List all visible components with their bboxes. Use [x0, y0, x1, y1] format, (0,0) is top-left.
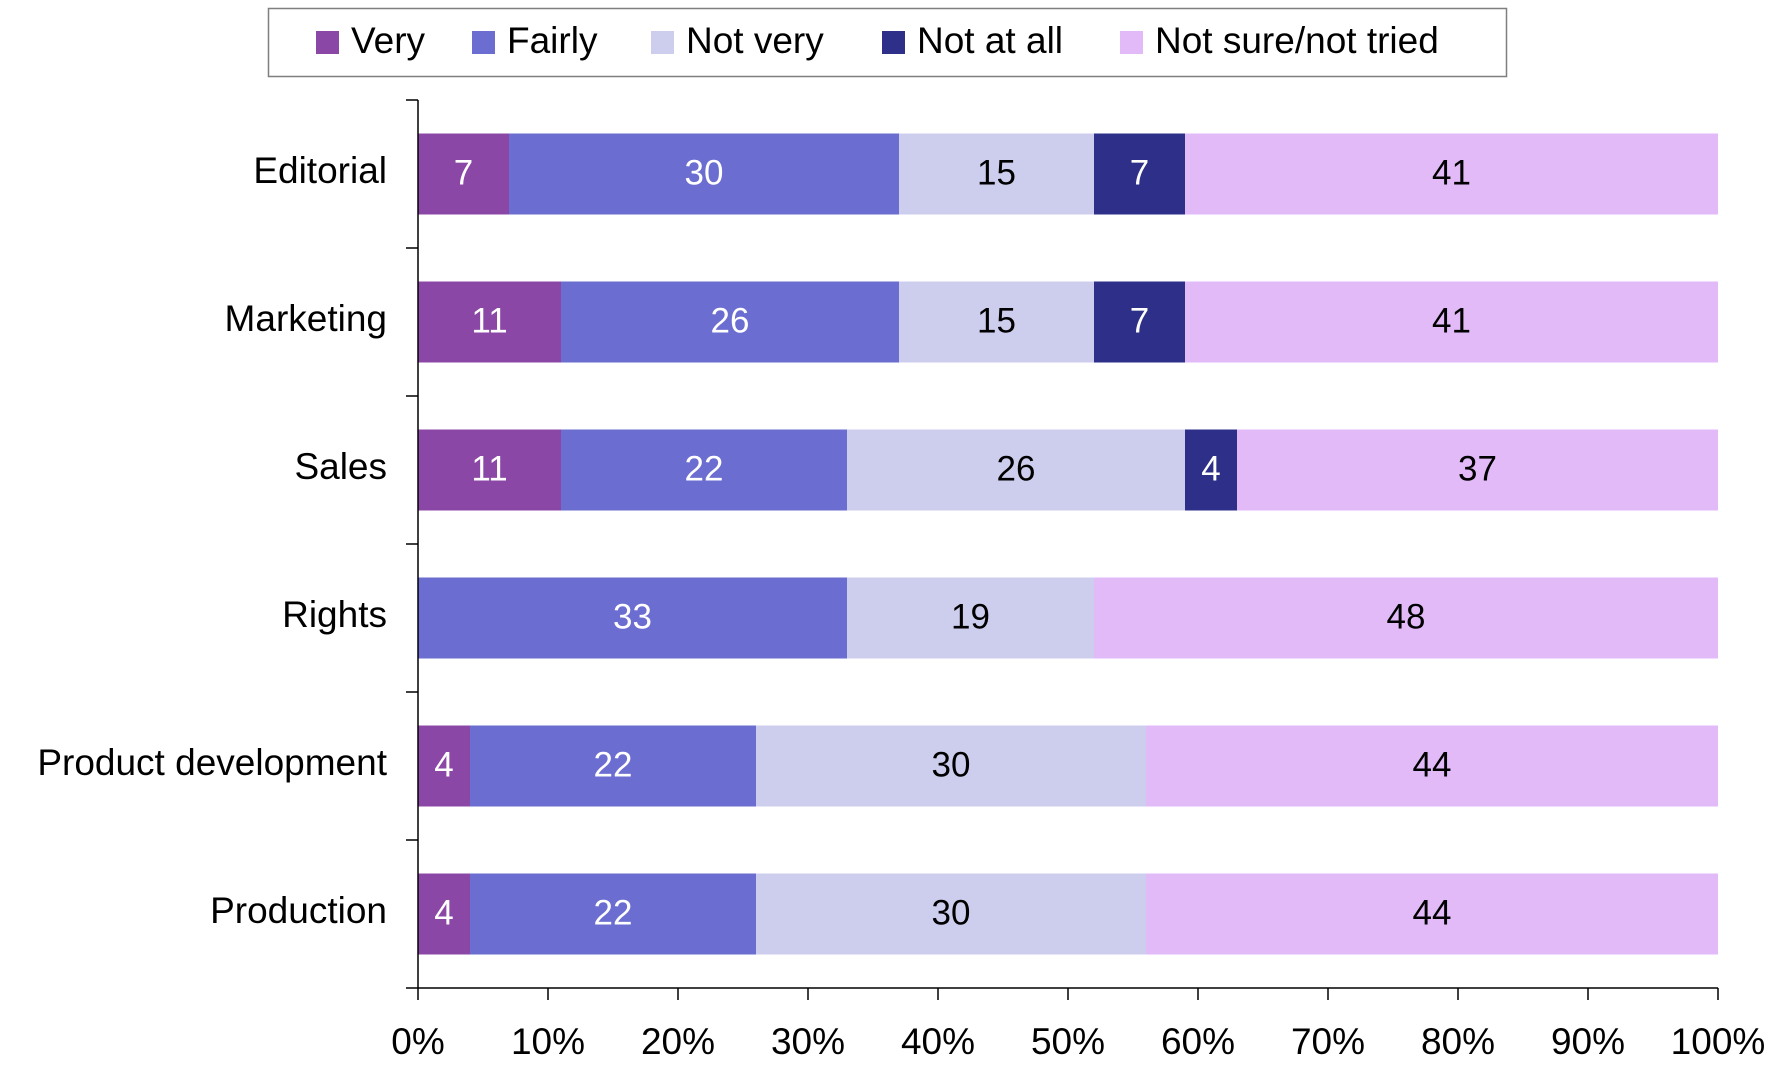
data-label-editorial-not-at-all: 7: [1130, 153, 1149, 192]
data-label-product-development-not-sure-not-tried: 44: [1413, 745, 1452, 784]
axes: Editorial Marketing Sales Rights Product dev…: [37, 99, 1766, 1062]
data-label-editorial-very: 7: [454, 153, 473, 192]
data-label-production-not-sure-not-tried: 44: [1413, 893, 1452, 932]
legend-label-fairly: Fairly: [507, 20, 598, 61]
bar-segment-production-fairly: [470, 873, 756, 955]
x-tick-label-30: 30%: [771, 1021, 845, 1062]
data-label-marketing-not-sure-not-tried: 41: [1432, 301, 1471, 340]
legend-swatch-very: [316, 31, 339, 54]
bar-segment-marketing-not-at-all: [1094, 281, 1185, 363]
data-label-sales-very: 11: [471, 449, 507, 488]
bar-segment-product-development-very: [418, 725, 470, 807]
x-tick-label-10: 10%: [511, 1021, 585, 1062]
data-label-sales-not-very: 26: [997, 449, 1036, 488]
bar-segment-rights-not-sure-not-tried: [1094, 577, 1718, 659]
legend-swatch-not-sure-not-tried: [1120, 31, 1143, 54]
bar-segment-marketing-fairly: [561, 281, 899, 363]
legend-label-very: Very: [351, 20, 426, 61]
data-label-product-development-fairly: 22: [594, 745, 633, 784]
bar-segment-marketing-not-very: [899, 281, 1094, 363]
data-label-production-not-very: 30: [932, 893, 971, 932]
bar-segment-editorial-not-very: [899, 133, 1094, 215]
x-tick-label-80: 80%: [1421, 1021, 1495, 1062]
category-label-marketing: Marketing: [225, 298, 387, 339]
bar-segment-production-very: [418, 873, 470, 955]
bar-segment-editorial-not-at-all: [1094, 133, 1185, 215]
bar-segment-marketing-very: [418, 281, 561, 363]
x-tick-label-70: 70%: [1291, 1021, 1365, 1062]
data-label-production-fairly: 22: [594, 893, 633, 932]
bar-segment-rights-fairly: [418, 577, 847, 659]
bar-segment-rights-not-very: [847, 577, 1094, 659]
bar-segment-marketing-not-sure-not-tried: [1185, 281, 1718, 363]
bar-segment-sales-not-very: [847, 429, 1185, 511]
x-tick-label-90: 90%: [1551, 1021, 1625, 1062]
data-label-marketing-very: 11: [471, 301, 507, 340]
bar-segment-editorial-very: [418, 133, 509, 215]
data-label-product-development-very: 4: [434, 745, 453, 784]
category-label-production: Production: [210, 890, 387, 931]
data-label-rights-fairly: 33: [613, 597, 652, 636]
bar-segment-production-not-sure-not-tried: [1146, 873, 1718, 955]
x-tick-label-40: 40%: [901, 1021, 975, 1062]
x-tick-label-20: 20%: [641, 1021, 715, 1062]
legend-swatch-fairly: [472, 31, 495, 54]
data-label-rights-not-very: 19: [951, 597, 990, 636]
legend: Very Fairly Not very Not at all Not sure/not…: [267, 7, 1508, 78]
bar-segment-production-not-very: [756, 873, 1146, 955]
bar-segment-editorial-not-sure-not-tried: [1185, 133, 1718, 215]
bar-segment-sales-fairly: [561, 429, 847, 511]
data-label-rights-not-sure-not-tried: 48: [1387, 597, 1426, 636]
bar-segment-sales-not-sure-not-tried: [1237, 429, 1718, 511]
legend-label-not-very: Not very: [686, 20, 824, 61]
legend-label-not-sure-not-tried: Not sure/not tried: [1155, 20, 1439, 61]
data-label-marketing-not-very: 15: [977, 301, 1016, 340]
legend-swatch-not-very: [651, 31, 674, 54]
x-tick-label-50: 50%: [1031, 1021, 1105, 1062]
x-tick-label-100: 100%: [1671, 1021, 1766, 1062]
x-tick-label-60: 60%: [1161, 1021, 1235, 1062]
bar-segment-editorial-fairly: [509, 133, 899, 215]
bar-segment-product-development-not-sure-not-tried: [1146, 725, 1718, 807]
data-label-sales-not-at-all: 4: [1201, 449, 1220, 488]
category-label-editorial: Editorial: [253, 150, 387, 191]
category-label-product-development: Product development: [37, 742, 387, 783]
legend-label-not-at-all: Not at all: [917, 20, 1063, 61]
data-label-editorial-not-very: 15: [977, 153, 1016, 192]
data-label-editorial-not-sure-not-tried: 41: [1432, 153, 1471, 192]
x-tick-label-0: 0%: [391, 1021, 444, 1062]
category-label-sales: Sales: [294, 446, 387, 487]
data-label-sales-fairly: 22: [685, 449, 724, 488]
bar-segment-sales-very: [418, 429, 561, 511]
bar-segment-product-development-not-very: [756, 725, 1146, 807]
legend-swatch-not-at-all: [882, 31, 905, 54]
category-label-rights: Rights: [282, 594, 387, 635]
data-label-marketing-not-at-all: 7: [1130, 301, 1149, 340]
data-label-sales-not-sure-not-tried: 37: [1458, 449, 1497, 488]
data-label-production-very: 4: [434, 893, 453, 932]
bar-segment-product-development-fairly: [470, 725, 756, 807]
data-label-marketing-fairly: 26: [711, 301, 750, 340]
bar-segment-sales-not-at-all: [1185, 429, 1237, 511]
data-label-editorial-fairly: 30: [685, 153, 724, 192]
data-label-product-development-not-very: 30: [932, 745, 971, 784]
